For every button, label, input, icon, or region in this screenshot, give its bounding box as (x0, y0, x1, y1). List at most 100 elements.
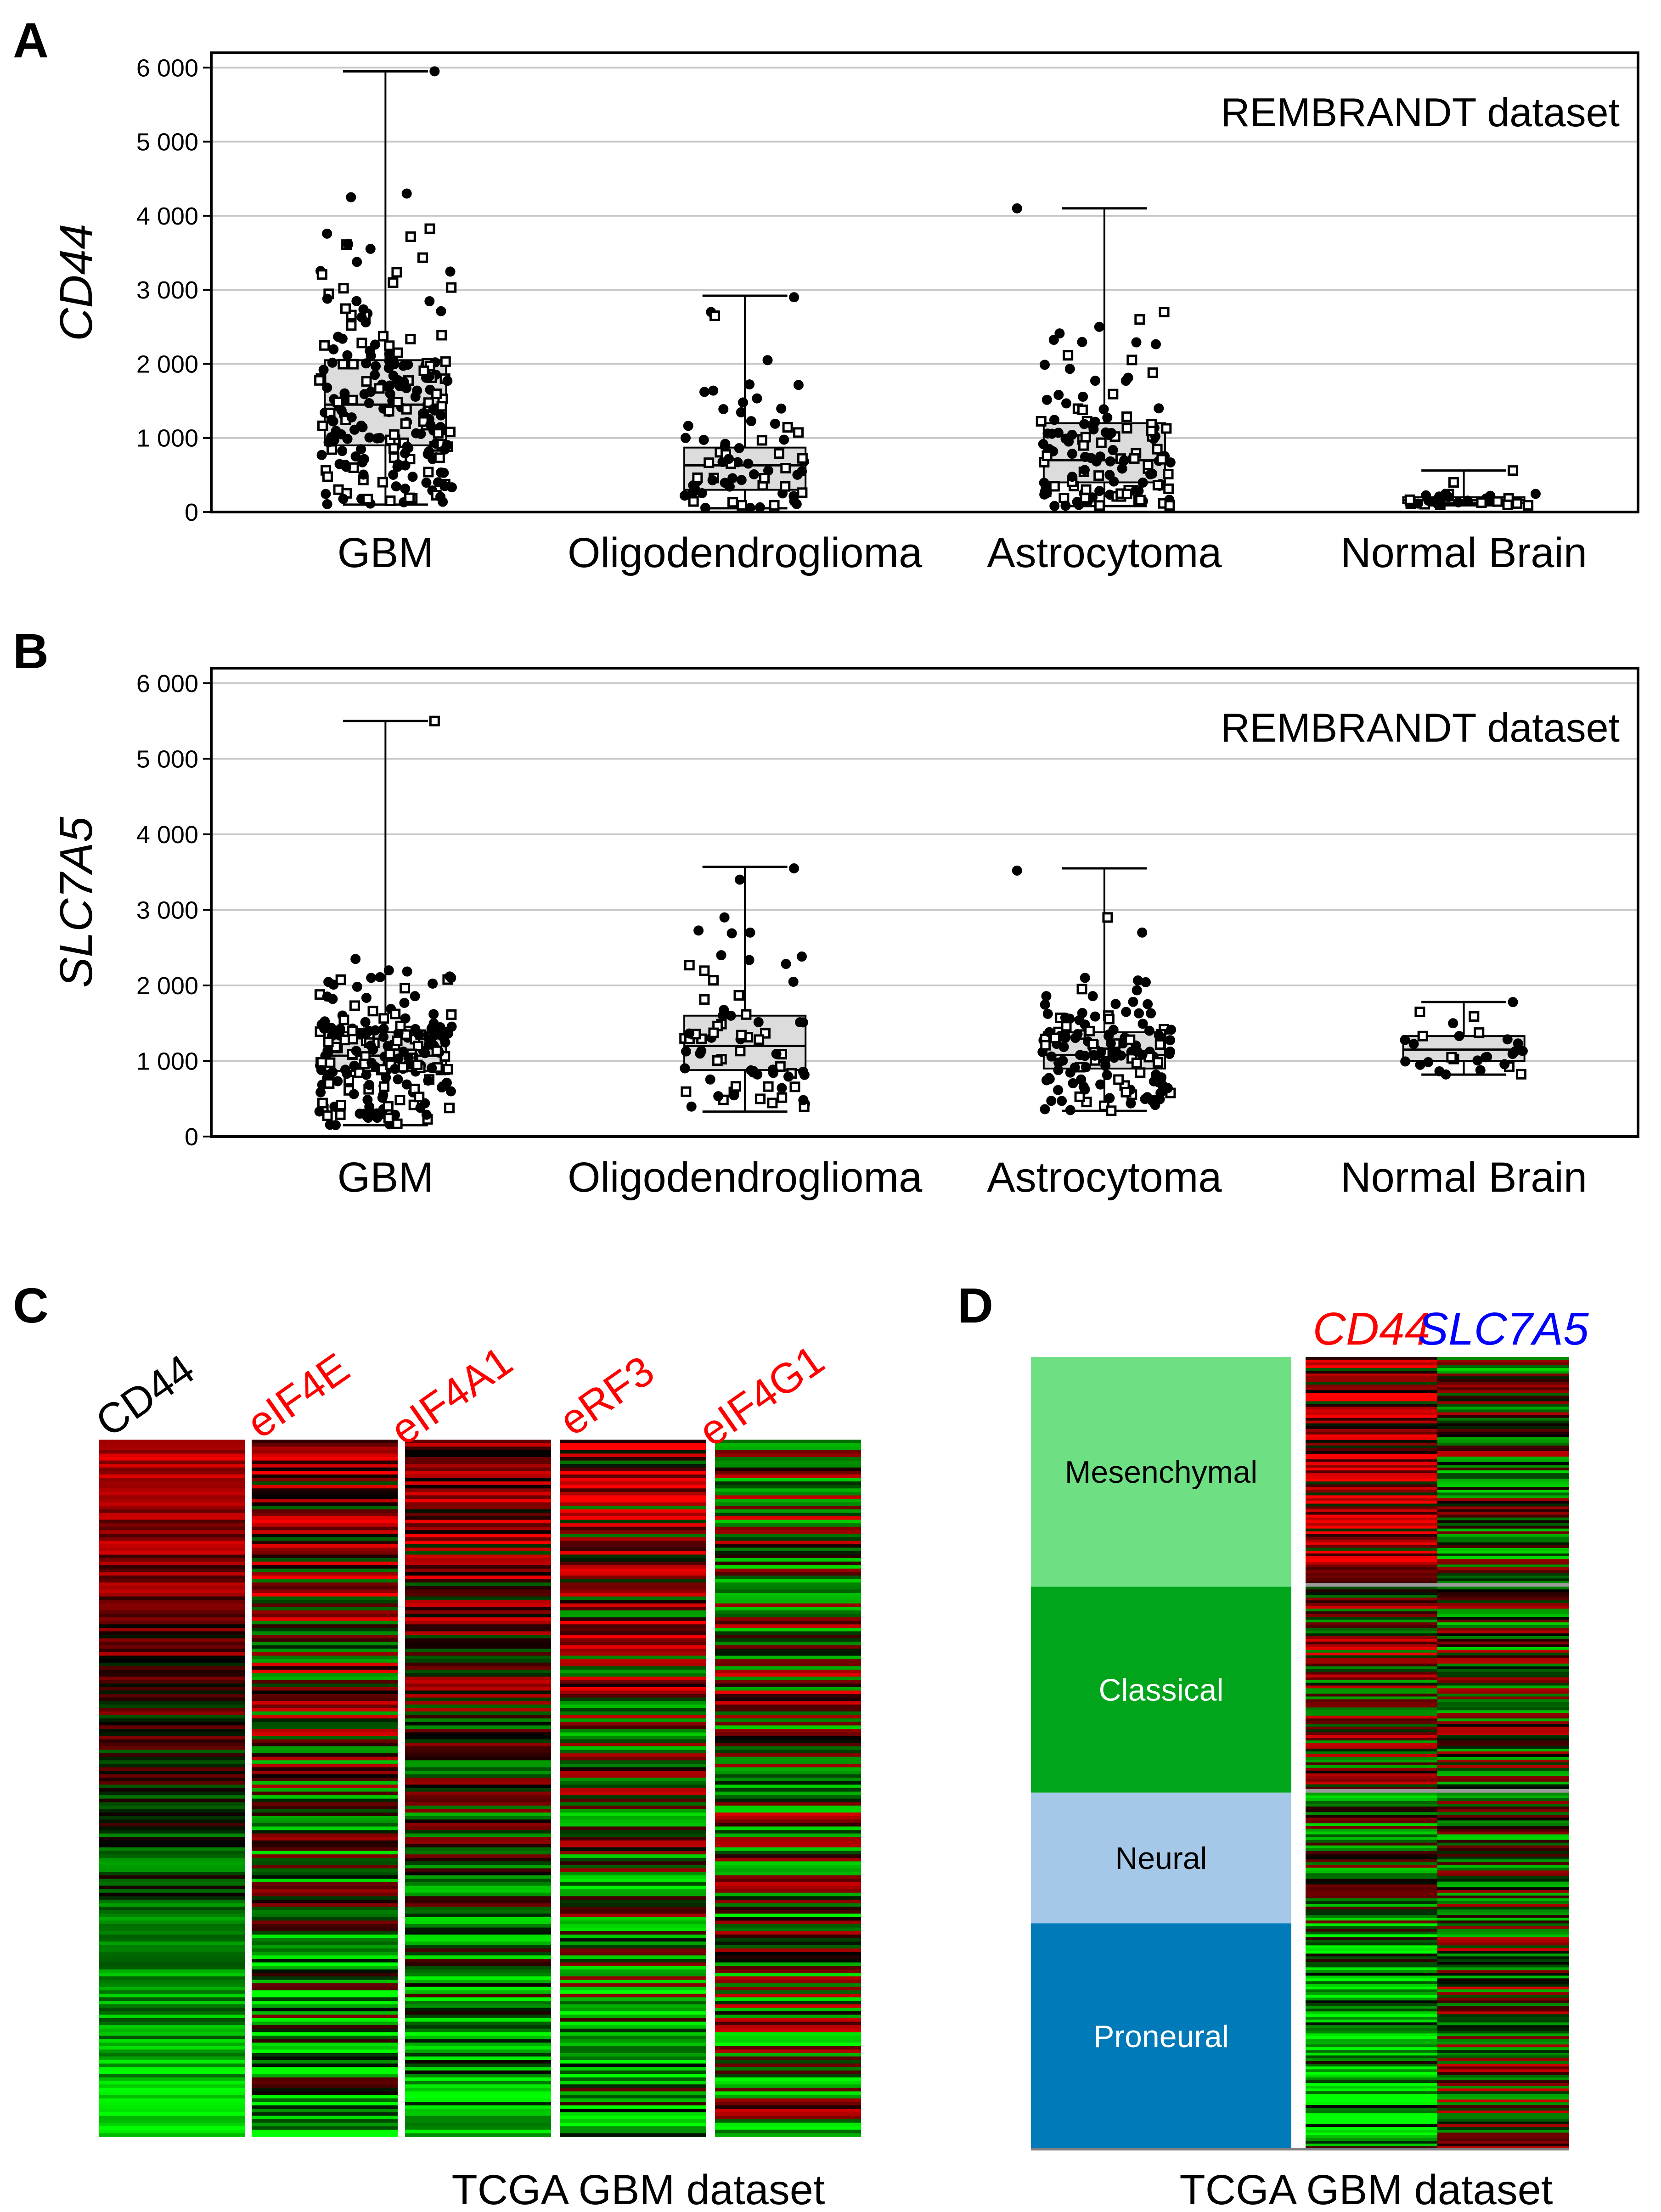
heatmap-cell-0-106 (99, 1809, 245, 1813)
subtype-cell-3-0-79 (1306, 2141, 1437, 2144)
data-point-1-17 (798, 1017, 808, 1028)
data-point-0-118 (401, 404, 412, 415)
heatmap-cell-2-74 (405, 1697, 551, 1701)
heatmap-cell-2-55 (405, 1631, 551, 1635)
data-point-1-9 (793, 380, 804, 390)
heatmap-cell-1-176 (252, 2053, 398, 2057)
subtype-cell-1-0-12 (1306, 1620, 1437, 1623)
heatmap-cell-4-80 (715, 1718, 861, 1722)
subtype-cell-1-0-10 (1306, 1614, 1437, 1617)
heatmap-cell-3-26 (560, 1530, 706, 1534)
data-point-0-83 (393, 1074, 403, 1085)
data-point-0-213 (338, 359, 349, 370)
data-point-2-125 (1041, 484, 1052, 494)
heatmap-cell-4-69 (715, 1680, 861, 1684)
heatmap-cell-1-73 (252, 1694, 398, 1698)
subtype-cell-3-0-49 (1306, 2058, 1437, 2061)
data-point-2-48 (1154, 1030, 1164, 1041)
subtype-cell-3-1-26 (1437, 1995, 1569, 1998)
heatmap-cell-2-133 (405, 1903, 551, 1907)
heatmap-cell-0-188 (99, 2094, 245, 2099)
heatmap-cell-1-89 (252, 1750, 398, 1754)
heatmap-cell-4-172 (715, 2039, 861, 2043)
heatmap-cell-0-152 (99, 1969, 245, 1973)
heatmap-cell-2-102 (405, 1795, 551, 1799)
heatmap-cell-2-162 (405, 2004, 551, 2008)
subtype-cell-2-1-21 (1437, 1851, 1569, 1854)
subtype-cell-3-1-68 (1437, 2111, 1569, 2114)
heatmap-cell-2-84 (405, 1732, 551, 1736)
subtype-cell-3-0-65 (1306, 2102, 1437, 2105)
heatmap-cell-3-118 (560, 1851, 706, 1855)
data-point-0-9 (346, 320, 357, 331)
data-point-0-196 (439, 481, 450, 491)
subtype-cell-3-1-22 (1437, 1984, 1569, 1987)
heatmap-cell-3-152 (560, 1969, 706, 1973)
data-point-0-92 (351, 296, 362, 306)
subtype-cell-0-1-8 (1437, 1379, 1569, 1382)
heatmap-cell-4-138 (715, 1920, 861, 1925)
heatmap-cell-1-194 (252, 2116, 398, 2120)
heatmap-cell-0-67 (99, 1673, 245, 1677)
box-group-2 (1012, 203, 1176, 511)
subtype-cell-2-0-22 (1306, 1853, 1437, 1857)
heatmap-cell-1-117 (252, 1847, 398, 1852)
heatmap-cell-1-164 (252, 2011, 398, 2015)
data-point-1-0 (737, 500, 748, 511)
subtype-cell-2-1-12 (1437, 1826, 1569, 1829)
heatmap-cell-2-175 (405, 2049, 551, 2054)
subtype-cell-3-0-80 (1306, 2144, 1437, 2147)
subtype-cell-3-0-17 (1306, 1970, 1437, 1973)
data-point-2-81 (1057, 1096, 1067, 1106)
heatmap-cell-0-129 (99, 1889, 245, 1893)
data-point-0-74 (394, 1095, 405, 1106)
data-point-2-2 (1137, 1019, 1148, 1029)
heatmap-cell-1-121 (252, 1861, 398, 1865)
data-point-2-36 (1048, 335, 1059, 345)
data-point-1-43 (797, 487, 808, 498)
subtype-cell-0-1-64 (1437, 1534, 1569, 1537)
subtype-cell-0-1-10 (1437, 1385, 1569, 1388)
subtype-cell-1-0-59 (1306, 1749, 1437, 1752)
heatmap-cell-4-143 (715, 1938, 861, 1942)
heatmap-cell-1-17 (252, 1499, 398, 1503)
subtype-cell-2-1-23 (1437, 1857, 1569, 1860)
subtype-cell-1-1-33 (1437, 1677, 1569, 1681)
data-point-0-34 (356, 444, 366, 455)
subtype-cell-0-0-14 (1306, 1396, 1437, 1399)
data-point-0-110 (352, 257, 362, 267)
heatmap-cell-2-166 (405, 2018, 551, 2022)
heatmap-cell-3-28 (560, 1537, 706, 1541)
data-point-1-54 (759, 473, 770, 484)
heatmap-cell-1-115 (252, 1840, 398, 1845)
heatmap-cell-3-57 (560, 1638, 706, 1642)
subtype-cell-3-0-35 (1306, 2020, 1437, 2023)
data-point-0-206 (347, 1025, 358, 1036)
subtype-cell-0-0-60 (1306, 1523, 1437, 1526)
heatmap-cell-2-17 (405, 1499, 551, 1503)
data-point-2-112 (1095, 451, 1105, 462)
subtype-cell-1-1-66 (1437, 1767, 1569, 1771)
heatmap-cell-1-87 (252, 1743, 398, 1747)
heatmap-cell-2-150 (405, 1962, 551, 1966)
subtype-cell-1-0-30 (1306, 1669, 1437, 1672)
data-point-2-97 (1077, 404, 1088, 415)
heatmap-cell-3-89 (560, 1750, 706, 1754)
data-point-0-117 (322, 471, 333, 482)
data-point-0-87 (446, 1009, 457, 1020)
subtype-cell-3-1-50 (1437, 2061, 1569, 2064)
subtype-cell-1-0-23 (1306, 1649, 1437, 1653)
subtype-cell-0-1-70 (1437, 1550, 1569, 1554)
heatmap-cell-1-172 (252, 2039, 398, 2043)
subtype-cell-3-1-63 (1437, 2097, 1569, 2100)
data-point-0-221 (401, 188, 412, 199)
subtype-cell-0-0-28 (1306, 1434, 1437, 1438)
data-point-0-92 (412, 1041, 423, 1052)
heatmap-cell-1-102 (252, 1795, 398, 1799)
heatmap-cell-4-118 (715, 1851, 861, 1855)
subtype-cell-2-1-9 (1437, 1818, 1569, 1821)
heatmap-cell-3-8 (560, 1467, 706, 1471)
subtype-cell-0-1-76 (1437, 1567, 1569, 1570)
x-category-label-2: Astrocytoma (987, 1154, 1222, 1201)
